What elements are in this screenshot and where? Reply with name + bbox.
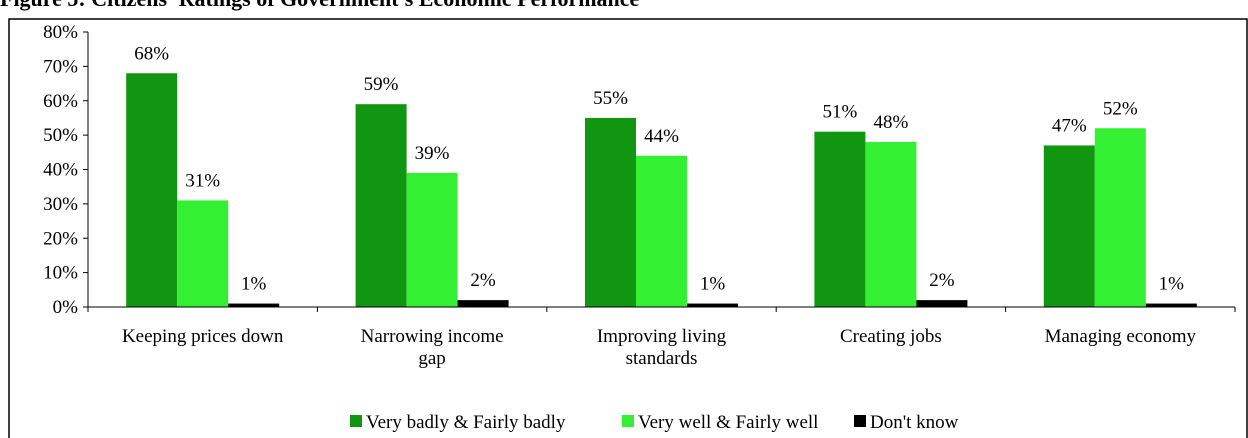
data-label: 47%	[1052, 115, 1087, 136]
bar	[177, 200, 229, 307]
x-tick-label: Narrowing income gap	[361, 326, 504, 369]
bar	[355, 104, 407, 307]
bar	[1145, 303, 1197, 307]
y-tick-label: 70%	[43, 56, 78, 77]
bar	[228, 303, 280, 307]
data-label: 68%	[134, 43, 169, 64]
data-label: 1%	[700, 274, 726, 295]
data-label: 1%	[241, 274, 267, 295]
x-tick-label: Keeping prices down	[122, 326, 284, 347]
bar	[406, 172, 458, 307]
legend-label: Very well & Fairly well	[638, 412, 818, 433]
legend-label: Very badly & Fairly badly	[366, 412, 566, 433]
legend-swatch	[622, 415, 634, 427]
x-tick-label-line: Improving living	[597, 326, 727, 347]
y-tick-label: 0%	[53, 297, 79, 318]
x-tick-label: Managing economy	[1045, 326, 1197, 347]
y-tick-label: 40%	[43, 160, 78, 181]
data-label: 51%	[822, 102, 857, 123]
y-tick-label: 50%	[43, 125, 78, 146]
data-label: 52%	[1103, 98, 1138, 119]
bar	[126, 73, 178, 307]
y-tick-label: 30%	[43, 194, 78, 215]
x-tick-label: Improving living standards	[597, 326, 727, 369]
data-label: 44%	[644, 126, 679, 147]
data-label: 55%	[593, 88, 628, 109]
x-tick-label-line: standards	[626, 348, 698, 369]
x-tick-label: Creating jobs	[840, 326, 942, 347]
data-label: 39%	[415, 143, 450, 164]
legend-swatch	[350, 415, 362, 427]
data-label: 59%	[364, 74, 399, 95]
bar	[687, 303, 738, 307]
bar	[636, 155, 687, 307]
bar	[865, 142, 917, 307]
y-tick-label: 10%	[43, 263, 78, 284]
bar	[1043, 145, 1095, 307]
bar	[457, 300, 509, 307]
x-tick-label-line: Narrowing income	[361, 326, 504, 347]
data-label: 1%	[1159, 274, 1185, 295]
bar	[1094, 128, 1146, 307]
bar	[585, 117, 636, 307]
data-label: 2%	[929, 270, 955, 291]
data-label: 31%	[185, 170, 220, 191]
y-tick-label: 60%	[43, 91, 78, 112]
y-tick-label: 20%	[43, 228, 78, 249]
x-tick-label-line: gap	[418, 348, 445, 369]
legend-swatch	[854, 415, 866, 427]
legend-label: Don't know	[870, 412, 959, 433]
title-band	[0, 0, 1248, 18]
data-label: 2%	[470, 270, 496, 291]
chart-title: Figure 5: Citizens' Ratings of Governmen…	[0, 0, 640, 11]
y-tick-label: 80%	[43, 22, 78, 43]
bar	[814, 131, 866, 307]
data-label: 48%	[873, 112, 908, 133]
bar	[916, 300, 968, 307]
